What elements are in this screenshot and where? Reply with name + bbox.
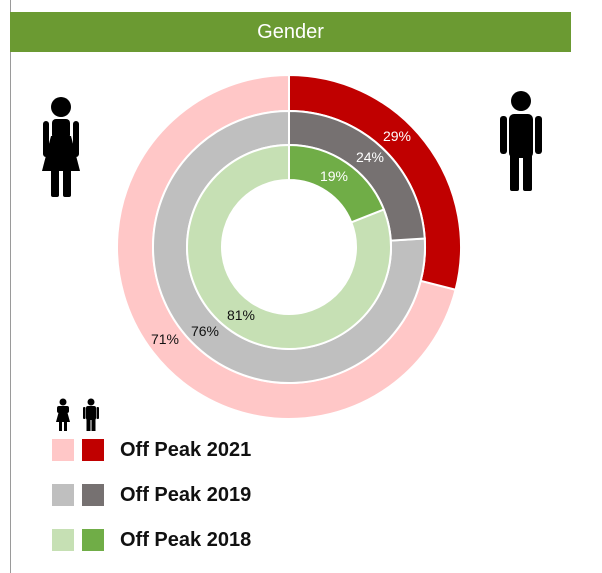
data-label-1-female: 76% bbox=[191, 323, 219, 339]
legend-swatch-female bbox=[52, 484, 74, 506]
legend-label: Off Peak 2019 bbox=[120, 483, 252, 506]
ring-slice-2-female bbox=[186, 143, 392, 350]
female-person-icon bbox=[42, 97, 80, 197]
legend-item-2: Off Peak 2018 bbox=[52, 529, 251, 551]
legend-swatch-male bbox=[82, 484, 104, 506]
data-label-2-male: 19% bbox=[320, 168, 348, 184]
ring-slice-2-male bbox=[288, 143, 386, 224]
legend-gender-icons bbox=[56, 398, 99, 431]
male-person-icon bbox=[83, 398, 99, 431]
male-person-icon bbox=[500, 91, 542, 191]
legend-label: Off Peak 2021 bbox=[120, 438, 252, 461]
female-person-icon bbox=[56, 398, 70, 431]
data-label-0-male: 29% bbox=[383, 128, 411, 144]
legend-label: Off Peak 2018 bbox=[120, 528, 252, 551]
legend-swatch-male bbox=[82, 439, 104, 461]
legend-item-1: Off Peak 2019 bbox=[52, 484, 251, 506]
data-label-1-male: 24% bbox=[356, 149, 384, 165]
legend-swatch-female bbox=[52, 529, 74, 551]
data-label-0-female: 71% bbox=[151, 331, 179, 347]
chart-header: Gender bbox=[10, 12, 571, 52]
legend-swatch-male bbox=[82, 529, 104, 551]
data-label-2-female: 81% bbox=[227, 307, 255, 323]
legend-swatch-female bbox=[52, 439, 74, 461]
legend-item-0: Off Peak 2021 bbox=[52, 439, 251, 461]
chart-title: Gender bbox=[257, 20, 324, 43]
